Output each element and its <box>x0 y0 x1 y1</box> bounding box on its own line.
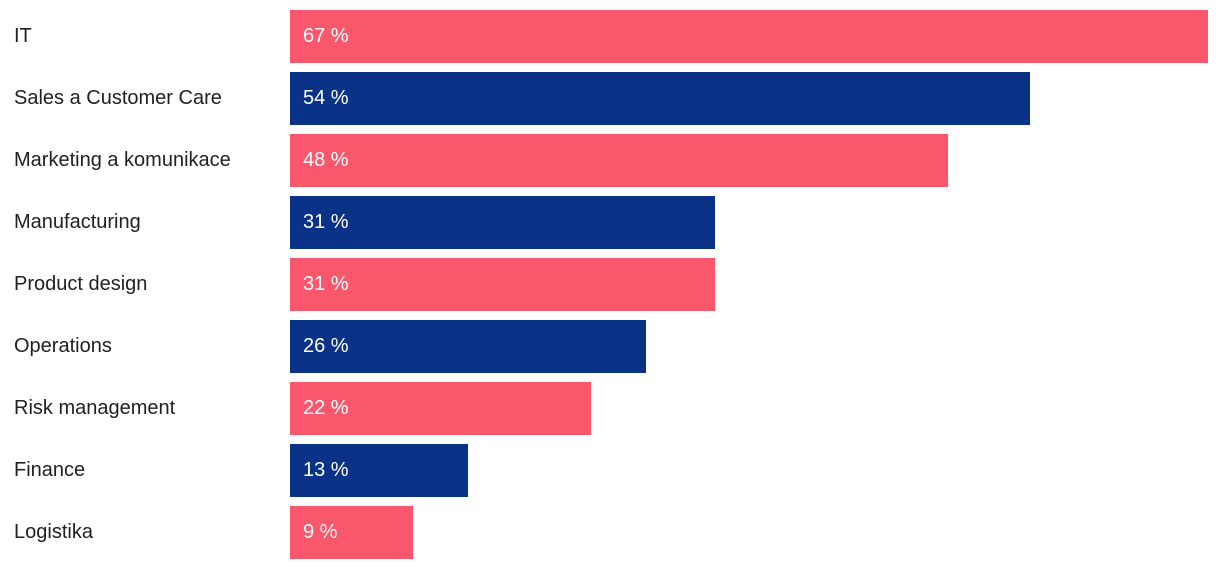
bar-value-label: 13 % <box>303 459 349 481</box>
category-label: Risk management <box>14 397 176 419</box>
bar: 31 % <box>290 196 715 249</box>
bar-area: 13 % <box>290 444 1220 497</box>
chart-row: IT 67 % <box>0 10 1220 63</box>
category-label: Marketing a komunikace <box>14 149 231 171</box>
bar: 13 % <box>290 444 468 497</box>
bar-area: 31 % <box>290 258 1220 311</box>
category-label: Sales a Customer Care <box>14 87 222 109</box>
bar: 48 % <box>290 134 948 187</box>
bar-area: 22 % <box>290 382 1220 435</box>
bar-area: 67 % <box>290 10 1220 63</box>
bar-value-label: 31 % <box>303 273 349 295</box>
bar-value-label: 26 % <box>303 335 349 357</box>
chart-row: Product design 31 % <box>0 258 1220 311</box>
chart-row: Risk management 22 % <box>0 382 1220 435</box>
bar-area: 26 % <box>290 320 1220 373</box>
bar: 67 % <box>290 10 1208 63</box>
category-label: IT <box>14 25 32 47</box>
bar-value-label: 22 % <box>303 397 349 419</box>
bar-area: 54 % <box>290 72 1220 125</box>
category-label: Finance <box>14 459 86 481</box>
bar: 54 % <box>290 72 1030 125</box>
chart-row: Manufacturing 31 % <box>0 196 1220 249</box>
chart-row: Marketing a komunikace 48 % <box>0 134 1220 187</box>
bar: 22 % <box>290 382 591 435</box>
chart-row: Sales a Customer Care 54 % <box>0 72 1220 125</box>
bar-area: 48 % <box>290 134 1220 187</box>
chart-row: Finance 13 % <box>0 444 1220 497</box>
category-label: Manufacturing <box>14 211 141 233</box>
bar: 31 % <box>290 258 715 311</box>
bar-value-label: 54 % <box>303 87 349 109</box>
category-label: Logistika <box>14 521 93 543</box>
bar-value-label: 48 % <box>303 149 349 171</box>
bar: 9 % <box>290 506 413 559</box>
bar-value-label: 67 % <box>303 25 349 47</box>
category-label: Product design <box>14 273 148 295</box>
bar-value-label: 9 % <box>303 521 338 543</box>
chart-row: Logistika 9 % <box>0 506 1220 559</box>
bar-area: 31 % <box>290 196 1220 249</box>
bar-area: 9 % <box>290 506 1220 559</box>
chart-row: Operations 26 % <box>0 320 1220 373</box>
category-label: Operations <box>14 335 112 357</box>
bar: 26 % <box>290 320 646 373</box>
bar-value-label: 31 % <box>303 211 349 233</box>
